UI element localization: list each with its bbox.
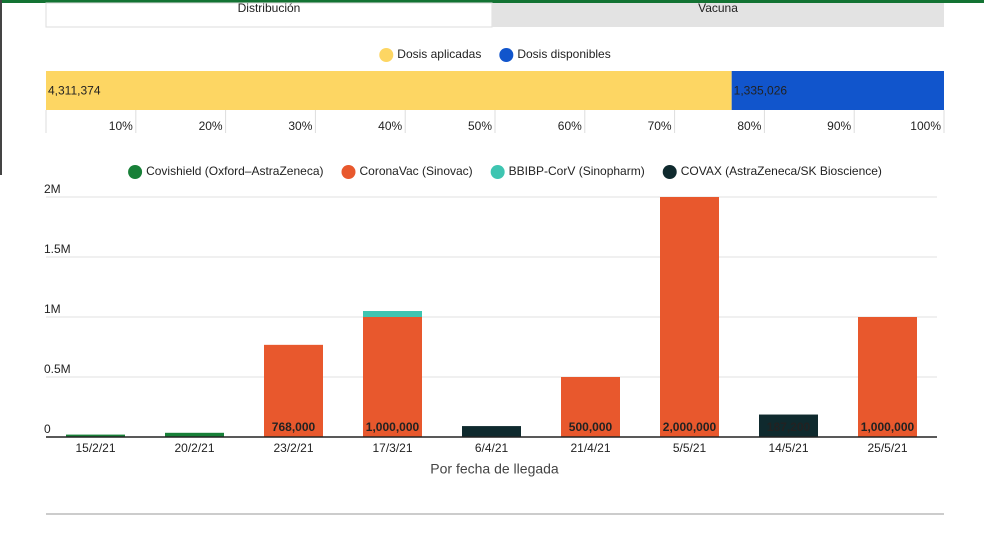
x-tick-label: 14/5/21 [768, 441, 808, 455]
x-tick-label: 15/2/21 [75, 441, 115, 455]
legend-label: BBIBP-CorV (Sinopharm) [509, 164, 645, 178]
x-tick-label: 10% [109, 119, 133, 133]
left-edge [0, 0, 2, 175]
value-label: 1,000,000 [366, 420, 420, 434]
x-tick-label: 21/4/21 [570, 441, 610, 455]
x-tick-label: 100% [910, 119, 941, 133]
tab-label[interactable]: Distribución [238, 1, 301, 15]
x-tick-label: 17/3/21 [372, 441, 412, 455]
x-tick-label: 25/5/21 [867, 441, 907, 455]
x-tick-label: 30% [288, 119, 312, 133]
legend-marker [490, 165, 505, 179]
legend-label: COVAX (AstraZeneca/SK Bioscience) [681, 164, 882, 178]
bar-segment [46, 71, 732, 110]
x-tick-label: 40% [378, 119, 402, 133]
value-label: 4,311,374 [48, 84, 101, 98]
bar-segment [731, 71, 944, 110]
x-tick-label: 90% [827, 119, 851, 133]
value-label: 2,000,000 [663, 420, 717, 434]
x-tick-label: 5/5/21 [673, 441, 707, 455]
legend-marker [499, 48, 514, 62]
bar-segment [66, 434, 125, 437]
y-tick-label: 1M [44, 302, 61, 316]
legend-label: CoronaVac (Sinovac) [360, 164, 473, 178]
tab-label[interactable]: Vacuna [698, 1, 738, 15]
value-label: 1,000,000 [861, 420, 915, 434]
value-label: 500,000 [569, 420, 613, 434]
x-tick-label: 20/2/21 [174, 441, 214, 455]
legend-marker [128, 165, 143, 179]
y-tick-label: 2M [44, 182, 61, 196]
value-label: 187,200 [767, 420, 811, 434]
value-label: 768,000 [272, 420, 316, 434]
legend-marker [341, 165, 356, 179]
y-tick-label: 0.5M [44, 362, 71, 376]
bar-segment [363, 311, 422, 317]
y-tick-label: 0 [44, 422, 51, 436]
bar-segment [165, 432, 224, 437]
legend-marker [379, 48, 394, 62]
x-tick-label: 80% [737, 119, 761, 133]
x-tick-label: 70% [648, 119, 672, 133]
bar-segment [264, 344, 323, 437]
bar-segment [561, 377, 620, 437]
x-tick-label: 60% [558, 119, 582, 133]
bar-segment [462, 426, 521, 437]
legend-label: Dosis disponibles [517, 47, 610, 61]
top-bar [0, 0, 984, 3]
bar-segment [660, 197, 719, 437]
y-tick-label: 1.5M [44, 242, 71, 256]
x-tick-label: 23/2/21 [273, 441, 313, 455]
value-label: 1,335,026 [734, 84, 788, 98]
bar-segment [858, 317, 917, 437]
x-tick-label: 50% [468, 119, 492, 133]
bar-segment [363, 317, 422, 437]
x-axis-title: Por fecha de llegada [430, 461, 559, 477]
x-tick-label: 20% [199, 119, 223, 133]
legend-label: Covishield (Oxford–AstraZeneca) [146, 164, 323, 178]
bar-segment [759, 414, 818, 437]
legend-label: Dosis aplicadas [397, 47, 481, 61]
tab[interactable] [45, 2, 493, 28]
legend-marker [662, 165, 677, 179]
tab[interactable] [492, 3, 944, 27]
x-tick-label: 6/4/21 [475, 441, 509, 455]
